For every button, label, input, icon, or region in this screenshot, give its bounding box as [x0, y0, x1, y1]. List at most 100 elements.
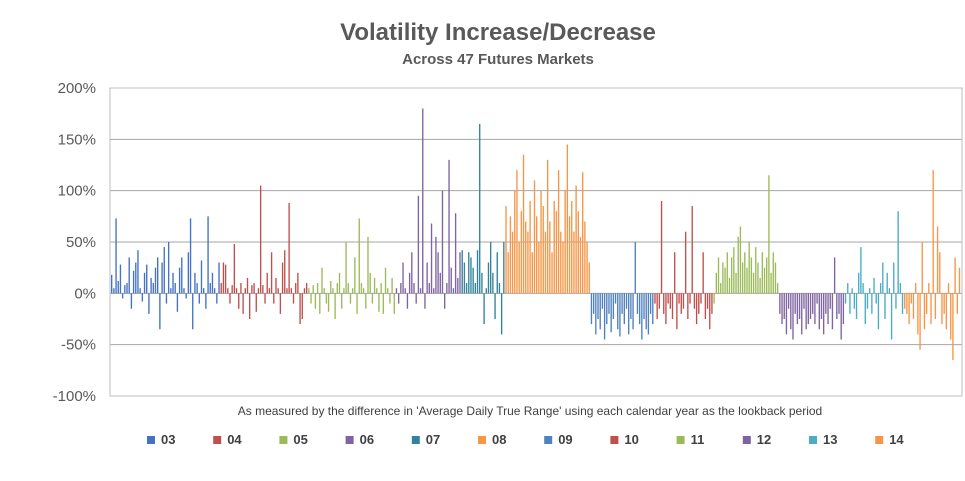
legend-swatch-03	[147, 436, 155, 444]
bar-04	[295, 283, 297, 294]
bar-14	[950, 293, 952, 340]
bar-03	[183, 288, 185, 294]
bar-03	[198, 293, 200, 304]
chart-title: Volatility Increase/Decrease	[340, 19, 656, 46]
bar-05	[343, 288, 345, 294]
bar-06	[457, 277, 459, 294]
bar-12	[816, 293, 818, 304]
bar-09	[597, 293, 599, 319]
bar-07	[489, 242, 492, 294]
bar-04	[292, 293, 295, 304]
bar-06	[435, 236, 437, 294]
bar-04	[281, 262, 284, 294]
bar-12	[836, 293, 838, 319]
bar-06	[450, 267, 452, 294]
bar-05	[373, 277, 376, 294]
bar-05	[349, 293, 352, 304]
bar-03	[200, 260, 203, 294]
legend-label-13: 13	[823, 432, 837, 447]
legend-label-12: 12	[757, 432, 771, 447]
bar-03	[213, 288, 216, 294]
bar-03	[207, 216, 209, 294]
bar-09	[617, 293, 619, 330]
bar-09	[643, 293, 645, 319]
bar-11	[730, 257, 733, 294]
bar-10	[702, 252, 704, 294]
bar-09	[603, 293, 606, 340]
bar-04	[259, 185, 262, 294]
bar-05	[380, 283, 382, 294]
bar-13	[844, 293, 847, 304]
bar-08	[509, 216, 512, 294]
bar-10	[695, 293, 698, 325]
bar-12	[827, 293, 829, 325]
bar-11	[774, 262, 777, 294]
bar-08	[536, 216, 538, 294]
bar-05	[310, 293, 312, 304]
bar-05	[389, 293, 391, 304]
bar-08	[533, 180, 536, 294]
bar-03	[209, 283, 211, 294]
bar-05	[362, 288, 365, 294]
bar-14	[925, 293, 928, 314]
bar-04	[249, 293, 251, 319]
y-tick-label: 100%	[58, 183, 96, 200]
bar-12	[829, 293, 831, 309]
bar-09	[645, 293, 647, 330]
bar-10	[656, 293, 658, 319]
bar-12	[814, 293, 816, 325]
bar-03	[154, 267, 157, 294]
bar-14	[921, 242, 923, 294]
bar-12	[796, 293, 799, 325]
bar-13	[860, 247, 862, 294]
bar-03	[139, 288, 141, 294]
bar-05	[332, 288, 334, 294]
bar-03	[111, 274, 113, 294]
bar-03	[165, 293, 168, 304]
bar-10	[678, 293, 680, 304]
legend-label-04: 04	[227, 432, 242, 447]
bar-11	[722, 262, 724, 294]
bar-10	[706, 293, 709, 309]
bar-04	[303, 288, 306, 294]
bar-05	[325, 293, 328, 304]
bar-03	[121, 293, 124, 299]
bar-14	[956, 293, 958, 314]
bar-04	[253, 283, 255, 294]
bar-13	[851, 288, 853, 294]
bar-13	[882, 262, 884, 294]
bar-08	[527, 231, 529, 294]
bar-11	[750, 257, 753, 294]
bar-11	[744, 252, 746, 294]
bar-09	[612, 293, 615, 319]
bar-10	[671, 293, 674, 319]
legend-swatch-11	[676, 436, 685, 444]
bar-03	[137, 250, 139, 294]
bar-10	[698, 293, 700, 314]
bar-08	[529, 200, 531, 294]
y-axis-tick-labels: 200% 150% 100% 50% 0% -50% -100%	[53, 80, 96, 405]
chart-subtitle: Across 47 Futures Markets	[402, 51, 594, 68]
legend-swatch-04	[213, 436, 222, 444]
bar-04	[275, 277, 277, 294]
bar-03	[218, 262, 220, 294]
bar-04	[244, 288, 246, 294]
bar-08	[511, 231, 514, 294]
bar-11	[766, 257, 768, 294]
bar-03	[126, 283, 128, 294]
bar-07	[465, 283, 468, 294]
bar-08	[516, 170, 518, 294]
legend-swatch-07	[411, 436, 420, 444]
bar-10	[674, 252, 676, 294]
bar-10	[660, 200, 663, 294]
bar-06	[459, 252, 461, 294]
bar-07	[481, 272, 483, 294]
bar-10	[669, 293, 671, 309]
bar-07	[474, 283, 477, 294]
bar-11	[733, 247, 735, 294]
bar-05	[369, 272, 371, 294]
bar-08	[568, 216, 571, 294]
bar-14	[945, 293, 948, 330]
legend-swatch-08	[478, 436, 486, 444]
